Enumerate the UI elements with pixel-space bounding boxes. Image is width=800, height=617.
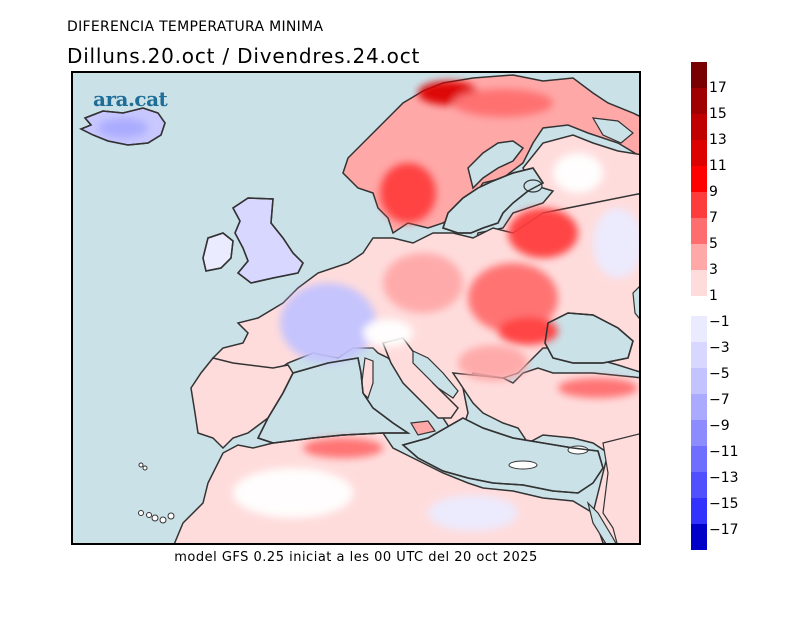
model-run-caption: model GFS 0.25 iniciat a les 00 UTC del … bbox=[174, 550, 538, 565]
ara-cat-logo: ara.cat bbox=[93, 87, 168, 111]
anomaly-belarus bbox=[508, 208, 578, 258]
colorbar-label: 1 bbox=[709, 288, 718, 304]
colorbar-swatch bbox=[691, 166, 707, 192]
anomaly-lapland bbox=[453, 89, 553, 117]
land-sardinia-corsica bbox=[360, 357, 374, 400]
anomaly-libya bbox=[428, 495, 518, 531]
colorbar-label: 15 bbox=[709, 106, 727, 122]
colorbar-swatch bbox=[691, 316, 707, 342]
colorbar-label: 11 bbox=[709, 158, 727, 174]
colorbar-label: −5 bbox=[709, 366, 730, 382]
chart-subtitle-date-range: Dilluns.20.oct / Divendres.24.oct bbox=[67, 44, 421, 68]
colorbar-label: −9 bbox=[709, 418, 730, 434]
colorbar-swatch bbox=[691, 368, 707, 394]
colorbar-label: −3 bbox=[709, 340, 730, 356]
anomaly-france bbox=[280, 283, 376, 363]
colorbar-label: 7 bbox=[709, 210, 718, 226]
colorbar-label: 5 bbox=[709, 236, 718, 252]
sea-red-sea bbox=[586, 501, 617, 543]
colorbar-swatch bbox=[691, 88, 707, 114]
anomaly-s-sweden bbox=[380, 163, 436, 223]
colorbar-label: −13 bbox=[709, 470, 739, 486]
chart-title: DIFERENCIA TEMPERATURA MINIMA bbox=[67, 19, 324, 35]
map-canvas bbox=[79, 74, 639, 543]
anomaly-tunisia bbox=[303, 438, 383, 458]
sea-gulf-of-bothnia bbox=[467, 140, 525, 190]
colorbar-swatch bbox=[691, 342, 707, 368]
land-sicily bbox=[410, 420, 436, 436]
colorbar-swatch bbox=[691, 472, 707, 498]
colorbar-swatch bbox=[691, 394, 707, 420]
colorbar-swatch bbox=[691, 244, 707, 270]
colorbar-label: −15 bbox=[709, 496, 739, 512]
anomaly-balkans bbox=[458, 345, 528, 381]
lake-ladoga bbox=[523, 179, 543, 193]
sea-caspian-edge bbox=[632, 286, 639, 319]
colorbar-label: 17 bbox=[709, 80, 727, 96]
anomaly-finland bbox=[553, 153, 603, 193]
colorbar-swatch bbox=[691, 218, 707, 244]
land-crete bbox=[508, 460, 538, 470]
colorbar-swatch bbox=[691, 270, 707, 296]
colorbar-swatch-top bbox=[691, 62, 707, 88]
colorbar-label: −17 bbox=[709, 522, 739, 538]
canary-islands bbox=[138, 462, 175, 524]
anomaly-romania bbox=[498, 317, 558, 345]
anomaly-russia-west bbox=[593, 208, 639, 278]
land-iberia bbox=[190, 357, 294, 450]
colorbar-label: 13 bbox=[709, 132, 727, 148]
anomaly-germany bbox=[383, 253, 463, 313]
anomaly-ukraine bbox=[468, 263, 558, 333]
sea-adriatic bbox=[412, 350, 459, 399]
colorbar-label: −11 bbox=[709, 444, 739, 460]
anomaly-iceland bbox=[98, 118, 148, 138]
colorbar-swatch bbox=[691, 192, 707, 218]
anomaly-anatolia bbox=[558, 378, 638, 398]
colorbar-swatch bbox=[691, 420, 707, 446]
sea-white-sea bbox=[591, 117, 634, 144]
colorbar-swatch bbox=[691, 114, 707, 140]
land-balkans-turkey bbox=[451, 367, 639, 543]
colorbar-swatch bbox=[691, 524, 707, 550]
coastlines bbox=[79, 107, 634, 494]
land-middle-east bbox=[602, 433, 639, 543]
colorbar-label: −1 bbox=[709, 314, 730, 330]
colorbar-label: 9 bbox=[709, 184, 718, 200]
colorbar-swatch bbox=[691, 446, 707, 472]
colorbar-label: −7 bbox=[709, 392, 730, 408]
land-great-britain bbox=[232, 197, 304, 284]
colorbar-label: 3 bbox=[709, 262, 718, 278]
anomaly-sahara bbox=[233, 468, 353, 518]
anomaly-alps bbox=[363, 319, 413, 347]
colorbar-swatch bbox=[691, 498, 707, 524]
temperature-map: ara.cat bbox=[71, 71, 641, 545]
colorbar-swatch bbox=[691, 140, 707, 166]
anomaly-fields bbox=[98, 81, 639, 531]
